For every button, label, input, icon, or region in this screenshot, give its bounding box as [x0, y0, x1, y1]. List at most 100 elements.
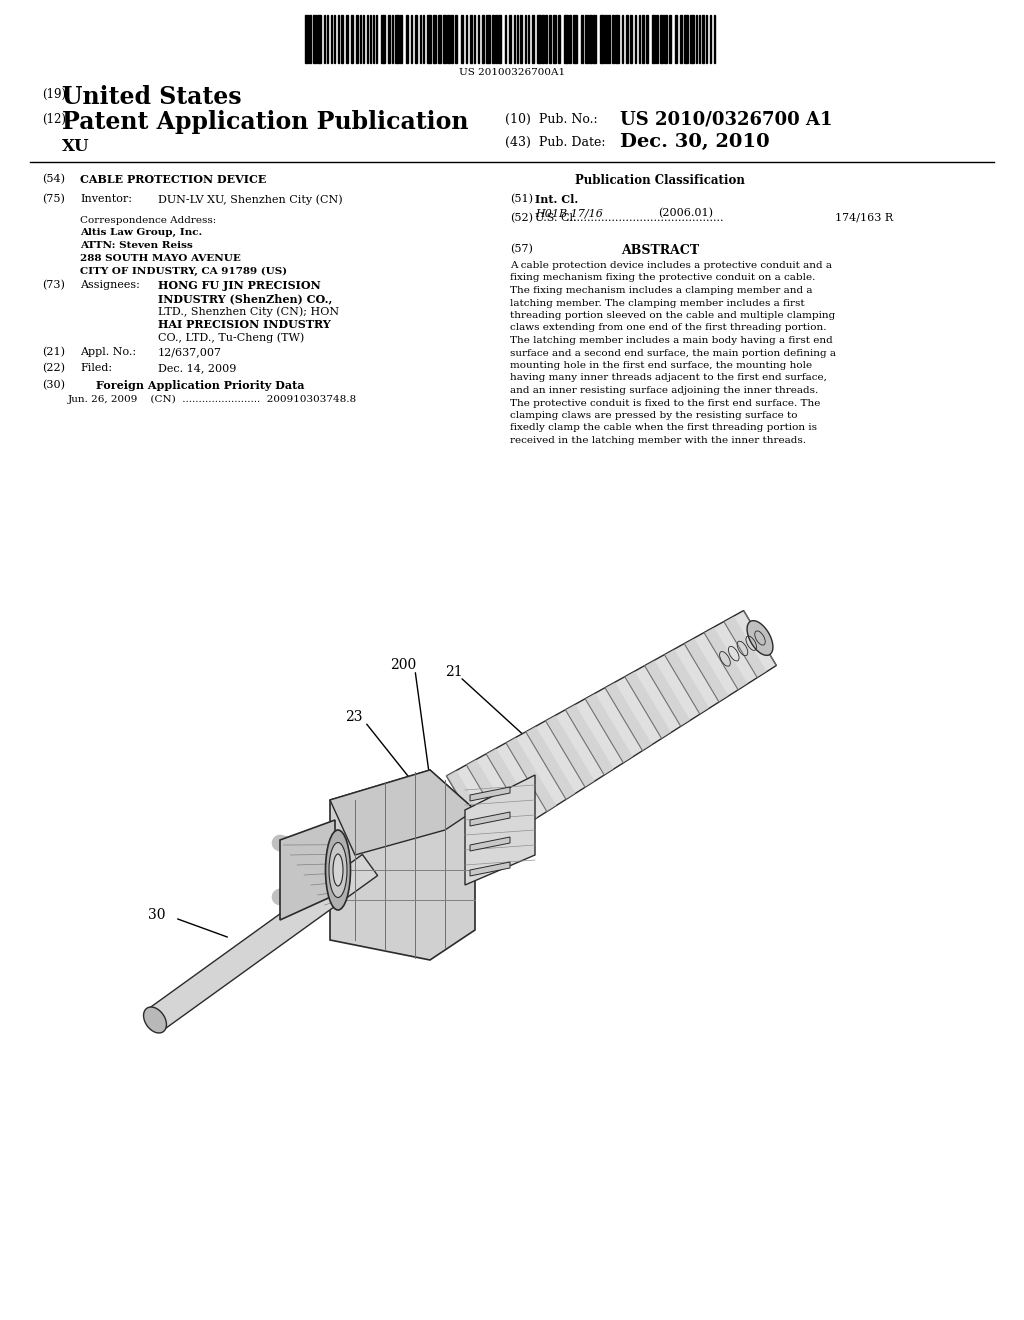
- Bar: [373, 15, 374, 63]
- Polygon shape: [470, 862, 510, 876]
- Bar: [558, 15, 559, 63]
- Bar: [531, 15, 534, 63]
- Bar: [317, 15, 321, 63]
- Bar: [331, 15, 332, 63]
- Bar: [411, 15, 412, 63]
- Bar: [615, 15, 618, 63]
- Bar: [645, 15, 648, 63]
- Text: clamping claws are pressed by the resisting surface to: clamping claws are pressed by the resist…: [510, 411, 798, 420]
- Text: (21): (21): [42, 347, 65, 358]
- Bar: [485, 15, 489, 63]
- Text: HONG FU JIN PRECISION: HONG FU JIN PRECISION: [158, 280, 321, 290]
- Bar: [492, 15, 494, 63]
- Bar: [695, 15, 697, 63]
- Bar: [362, 15, 364, 63]
- Polygon shape: [470, 787, 510, 801]
- Ellipse shape: [333, 854, 343, 886]
- Bar: [660, 15, 663, 63]
- Text: Int. Cl.: Int. Cl.: [535, 194, 579, 205]
- Text: .............................................: ........................................…: [566, 213, 724, 223]
- Bar: [630, 15, 632, 63]
- Ellipse shape: [326, 830, 350, 909]
- Polygon shape: [684, 639, 728, 702]
- Text: threading portion sleeved on the cable and multiple clamping: threading portion sleeved on the cable a…: [510, 312, 836, 319]
- Polygon shape: [586, 693, 633, 763]
- Text: ABSTRACT: ABSTRACT: [621, 244, 699, 257]
- Bar: [635, 15, 636, 63]
- Ellipse shape: [329, 842, 347, 898]
- Bar: [327, 15, 328, 63]
- Bar: [675, 15, 677, 63]
- Polygon shape: [280, 820, 335, 920]
- Bar: [516, 15, 518, 63]
- Bar: [391, 15, 393, 63]
- Text: Dec. 14, 2009: Dec. 14, 2009: [158, 363, 237, 374]
- Text: Assignees:: Assignees:: [80, 280, 140, 290]
- Text: (12): (12): [42, 114, 66, 125]
- Bar: [698, 15, 700, 63]
- Bar: [477, 15, 479, 63]
- Text: XU: XU: [62, 139, 90, 154]
- Bar: [505, 15, 506, 63]
- Text: (51): (51): [510, 194, 534, 205]
- Bar: [542, 15, 544, 63]
- Bar: [438, 15, 440, 63]
- Bar: [706, 15, 707, 63]
- Text: surface and a second end surface, the main portion defining a: surface and a second end surface, the ma…: [510, 348, 836, 358]
- Bar: [313, 15, 315, 63]
- Text: CABLE PROTECTION DEVICE: CABLE PROTECTION DEVICE: [80, 174, 266, 185]
- Text: received in the latching member with the inner threads.: received in the latching member with the…: [510, 436, 806, 445]
- Bar: [513, 15, 515, 63]
- Text: INDUSTRY (ShenZhen) CO.,: INDUSTRY (ShenZhen) CO.,: [158, 293, 333, 304]
- Polygon shape: [645, 660, 690, 726]
- Bar: [612, 15, 613, 63]
- Bar: [593, 15, 596, 63]
- Text: 30: 30: [148, 908, 166, 921]
- Text: Correspondence Address:: Correspondence Address:: [80, 216, 216, 224]
- Text: (22): (22): [42, 363, 65, 374]
- Bar: [473, 15, 475, 63]
- Bar: [341, 15, 343, 63]
- Bar: [669, 15, 671, 63]
- Text: (52): (52): [510, 213, 534, 223]
- Polygon shape: [466, 759, 518, 836]
- Polygon shape: [506, 738, 556, 812]
- Bar: [683, 15, 687, 63]
- Polygon shape: [465, 775, 535, 884]
- Text: ATTN: Steven Reiss: ATTN: Steven Reiss: [80, 242, 193, 249]
- Bar: [519, 15, 522, 63]
- Bar: [495, 15, 497, 63]
- Bar: [599, 15, 603, 63]
- Text: LTD., Shenzhen City (CN); HON: LTD., Shenzhen City (CN); HON: [158, 306, 339, 317]
- Polygon shape: [486, 748, 538, 824]
- Text: CITY OF INDUSTRY, CA 91789 (US): CITY OF INDUSTRY, CA 91789 (US): [80, 267, 287, 276]
- Text: 288 SOUTH MAYO AVENUE: 288 SOUTH MAYO AVENUE: [80, 253, 241, 263]
- Bar: [455, 15, 457, 63]
- Text: U.S. Cl.: U.S. Cl.: [535, 213, 577, 223]
- Text: 200: 200: [390, 657, 416, 672]
- Bar: [461, 15, 463, 63]
- Polygon shape: [446, 611, 776, 847]
- Text: US 20100326700A1: US 20100326700A1: [459, 69, 565, 77]
- Bar: [381, 15, 385, 63]
- Text: (43)  Pub. Date:: (43) Pub. Date:: [505, 136, 605, 149]
- Polygon shape: [147, 854, 378, 1031]
- Bar: [447, 15, 450, 63]
- Text: Appl. No.:: Appl. No.:: [80, 347, 136, 356]
- Bar: [324, 15, 325, 63]
- Bar: [710, 15, 711, 63]
- Text: and an inner resisting surface adjoining the inner threads.: and an inner resisting surface adjoining…: [510, 385, 818, 395]
- Bar: [427, 15, 430, 63]
- Polygon shape: [565, 705, 613, 775]
- Text: Filed:: Filed:: [80, 363, 112, 374]
- Bar: [387, 15, 390, 63]
- Bar: [498, 15, 501, 63]
- Text: (10)  Pub. No.:: (10) Pub. No.:: [505, 114, 598, 125]
- Bar: [605, 15, 606, 63]
- Bar: [406, 15, 408, 63]
- Text: The latching member includes a main body having a first end: The latching member includes a main body…: [510, 337, 833, 345]
- Bar: [415, 15, 417, 63]
- Bar: [433, 15, 435, 63]
- Polygon shape: [330, 770, 475, 960]
- Polygon shape: [724, 616, 767, 677]
